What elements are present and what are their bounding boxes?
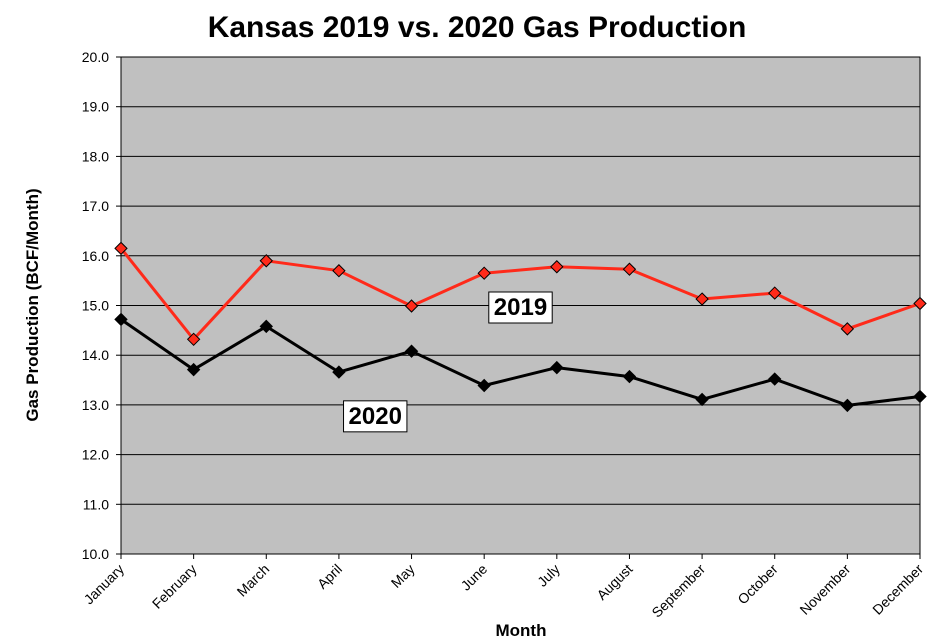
- data-point-2019: [768, 286, 782, 300]
- y-tick-label: 13.0: [82, 397, 109, 413]
- y-tick-label: 18.0: [82, 148, 109, 164]
- series-label-text: 2019: [494, 294, 547, 321]
- data-point-2020: [259, 319, 273, 334]
- data-point-2019: [477, 266, 491, 280]
- x-tick-label: April: [314, 561, 345, 592]
- data-point-2019: [332, 264, 346, 278]
- series: [114, 241, 927, 413]
- x-tick-label: August: [593, 561, 635, 603]
- data-point-2019: [186, 332, 201, 347]
- x-tick-label: January: [81, 561, 128, 608]
- x-tick-label: February: [149, 561, 200, 612]
- y-tick-label: 11.0: [83, 496, 109, 512]
- y-axis-title: Gas Production (BCF/Month): [23, 188, 42, 421]
- y-tick-labels: 10.0 11.0 12.0 13.0 14.0 15.0 16.0 17.0 18.0 19.0…: [82, 49, 109, 562]
- data-point-2019: [550, 260, 564, 274]
- data-point-2019: [114, 241, 128, 256]
- y-tick-label: 12.0: [82, 447, 109, 463]
- data-point-2019: [840, 322, 855, 336]
- data-point-2020: [114, 312, 128, 327]
- y-tick-label: 17.0: [82, 198, 109, 214]
- x-tick-label: November: [796, 561, 853, 618]
- y-tick-label: 19.0: [82, 99, 109, 115]
- series-line-2019: [119, 247, 921, 341]
- x-tick-label: May: [388, 561, 418, 591]
- x-tick-label: October: [734, 561, 781, 608]
- y-tick-label: 15.0: [82, 298, 109, 314]
- x-tick-labels: January February March April May June July Augu…: [81, 561, 927, 621]
- series-label-text: 2020: [349, 403, 402, 430]
- x-tick-label: July: [534, 561, 563, 590]
- data-point-2019: [404, 299, 419, 313]
- data-point-2020: [913, 389, 927, 404]
- x-axis-title: Month: [496, 621, 547, 640]
- series-label-box: [488, 291, 553, 324]
- x-tick-label: March: [234, 561, 273, 600]
- chart-title: Kansas 2019 vs. 2020 Gas Production: [208, 11, 747, 44]
- x-tick-label: September: [648, 561, 708, 621]
- data-point-2020: [550, 360, 564, 375]
- data-point-2020: [768, 372, 782, 386]
- data-point-2020: [404, 344, 419, 358]
- data-point-2019: [622, 262, 637, 276]
- data-point-2019: [913, 296, 927, 311]
- series-labels: 2019 2020: [343, 291, 553, 433]
- y-tick-label: 10.0: [82, 546, 109, 562]
- y-tick-label: 16.0: [82, 248, 109, 264]
- x-tick-label: December: [869, 561, 926, 618]
- data-point-2019: [259, 254, 273, 268]
- y-tick-label: 20.0: [82, 49, 109, 65]
- series-label-box: [343, 400, 408, 433]
- data-point-2020: [186, 362, 201, 377]
- series-label-2020: 2020: [343, 400, 408, 433]
- series-label-2019: 2019: [488, 291, 553, 324]
- data-point-2019: [695, 292, 709, 306]
- data-point-2020: [332, 365, 346, 379]
- data-point-2020: [477, 378, 491, 393]
- x-tick-label: June: [458, 561, 491, 594]
- data-point-2020: [622, 369, 637, 384]
- data-point-2020: [840, 398, 855, 413]
- series-line-2020: [120, 318, 921, 407]
- y-tick-label: 14.0: [82, 347, 109, 363]
- data-point-2020: [695, 392, 709, 407]
